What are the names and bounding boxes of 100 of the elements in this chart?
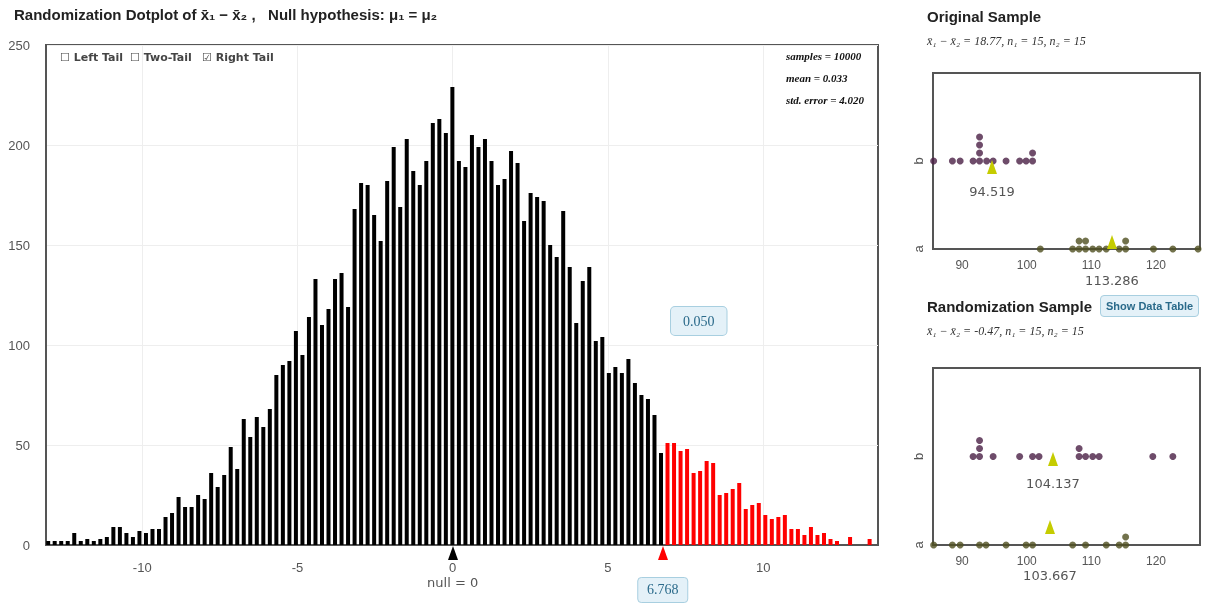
bar [678,451,683,545]
bar [385,181,390,545]
bar [267,409,272,545]
bar [756,503,761,545]
bar [78,541,83,545]
x-tick-label: 5 [604,560,612,575]
bar [763,515,768,545]
bar [65,541,70,545]
annotation: 0.050 [683,313,715,329]
annotation: null = 0 [427,575,479,590]
bar [698,471,703,545]
chart-title: Randomization Sample [927,297,1093,315]
bar [711,463,716,545]
y-tick-label: a [911,540,926,549]
annotation: samples = 10000 [785,49,862,62]
bar [808,527,813,545]
bar [717,495,722,545]
bar [724,493,729,545]
bar [567,267,572,545]
bar [632,383,637,545]
x-tick-label: 90 [955,258,970,272]
bar [157,529,161,545]
x-tick-label: 110 [1081,258,1102,272]
bar [293,331,298,545]
annotation: 104.137 [1026,476,1080,491]
bar [398,207,403,545]
bar [600,337,605,545]
bar [476,147,481,545]
bar [411,171,416,545]
bar [691,473,696,545]
x-tick-label: 100 [1016,554,1038,568]
bar [104,537,109,545]
bar [593,341,598,545]
bar [319,325,324,545]
bar [509,151,514,545]
bar [72,533,77,545]
bar [424,161,429,545]
y-tick-label: b [911,452,926,461]
bar [672,443,677,545]
bar [704,461,709,545]
bar [815,535,820,545]
annotation: mean = 0.033 [786,71,849,84]
x-tick-label: -5 [291,560,304,575]
bar [443,133,448,545]
bar [795,529,800,545]
bar [150,529,155,545]
bar [606,373,611,545]
chart-title: Original Sample [927,7,1042,25]
y-tick-label: 150 [8,237,30,253]
bar [313,279,318,545]
bar [437,119,442,545]
x-tick-label: 110 [1081,554,1102,568]
bar [456,161,461,545]
bar [254,417,259,545]
annotation: ☐ Left Tail [60,51,124,64]
y-tick-label: 100 [8,337,30,353]
bar [306,317,311,545]
bar [535,197,540,545]
text: Show Data Table [1100,295,1200,317]
x-tick-label: 0 [449,560,457,575]
bar [639,395,644,545]
bar [189,507,194,545]
bar [769,519,774,545]
bar [326,309,331,545]
x-tick-label: 10 [755,560,771,575]
y-tick-label: 50 [15,437,30,453]
bar [750,505,755,545]
chart-title: Randomization Dotplot of x̄₁ − x̄₂ , Null hypothesis: μ₁ = μ₂ [14,6,438,23]
bar [130,537,135,545]
bar [59,541,64,545]
bar [196,495,201,545]
bar [183,507,188,545]
bar [261,427,266,545]
bar [365,185,370,545]
bar [248,437,253,545]
bar [737,483,742,545]
bar [587,267,592,545]
annotation: std. error = 4.020 [785,93,865,106]
bar [828,539,833,545]
bar [391,147,396,545]
bar [202,499,207,545]
bar [730,489,735,545]
bar [619,373,624,545]
bar [835,541,840,545]
bar [91,541,96,545]
bar [346,307,351,545]
bar [98,539,103,545]
bar [274,375,279,545]
bar [143,533,148,545]
bar [170,513,175,545]
bar [300,355,305,545]
bar [404,139,409,545]
bar [209,473,214,545]
bar [222,475,227,545]
bar [743,509,748,545]
y-tick-label: 250 [8,37,30,53]
bar [359,183,364,545]
bar [372,215,377,545]
bar [652,415,657,545]
y-tick-label: b [911,157,926,165]
